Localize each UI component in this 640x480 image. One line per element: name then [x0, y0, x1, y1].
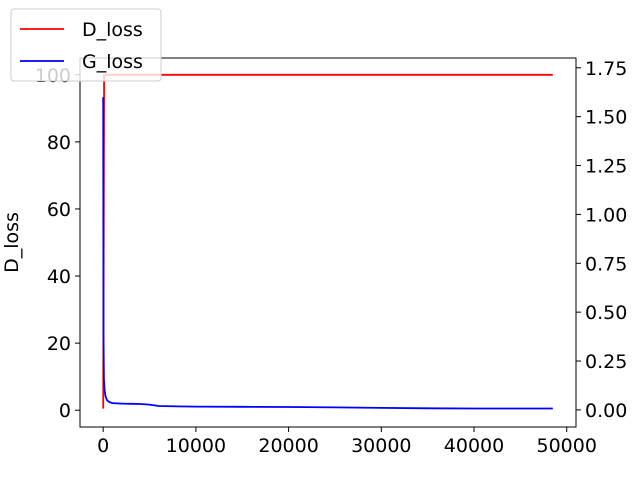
- y-tick-label-right: 1.50: [585, 107, 627, 129]
- y-tick-label-left: 0: [59, 400, 71, 422]
- y-tick-label-right: 1.00: [585, 204, 627, 226]
- legend-label: D_loss: [82, 19, 143, 41]
- y-tick-label-right: 0.75: [585, 253, 627, 275]
- series-line-g-loss: [102, 97, 553, 410]
- y-tick-label-right: 1.75: [585, 58, 627, 80]
- x-tick-label: 30000: [351, 435, 411, 457]
- x-tick-label: 0: [97, 435, 109, 457]
- y-tick-label-right: 1.25: [585, 156, 627, 178]
- legend: D_loss G_loss: [10, 8, 162, 82]
- y-axis-right: 0.00 0.25 0.50 0.75 1.00 1.25 1.50 1.75: [576, 58, 627, 422]
- y-tick-label-left: 80: [47, 132, 71, 154]
- y-axis-left: 020406080100: [35, 65, 80, 422]
- legend-box: [10, 8, 162, 82]
- y-tick-label-left: 60: [47, 199, 71, 221]
- y-tick-label-right: 0.50: [585, 302, 627, 324]
- y-tick-label-right: 0.00: [585, 400, 627, 422]
- y-axis-label: D_loss: [1, 212, 23, 273]
- x-tick-label: 10000: [166, 435, 226, 457]
- y-tick-label-left: 20: [47, 333, 71, 355]
- plot-frame: [79, 57, 577, 428]
- legend-label: G_loss: [82, 51, 143, 73]
- y-tick-label-right: 0.25: [585, 351, 627, 373]
- x-tick-label: 20000: [258, 435, 318, 457]
- x-tick-label: 40000: [444, 435, 504, 457]
- x-axis: 0 10000 20000 30000 40000 50000: [97, 427, 597, 457]
- x-tick-label: 50000: [537, 435, 597, 457]
- y-tick-label-left: 40: [47, 266, 71, 288]
- series-line-d-loss: [102, 73, 553, 409]
- plot-area: [102, 73, 553, 410]
